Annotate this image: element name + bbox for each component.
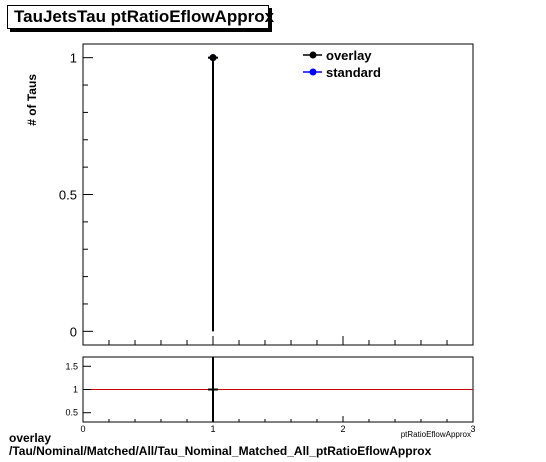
x-axis-title: ptRatioEflowApprox xyxy=(401,430,471,439)
ratio-y-tick-label: 1 xyxy=(73,385,78,395)
chart-title-box: TauJetsTau ptRatioEflowApprox xyxy=(7,5,274,29)
footer-line-1: overlay xyxy=(9,431,52,445)
y-tick-label: 0.5 xyxy=(59,188,77,203)
legend-label: overlay xyxy=(326,48,372,63)
y-axis-title: # of Taus xyxy=(25,74,39,126)
ratio-x-tick-label: 2 xyxy=(340,424,345,434)
ratio-y-tick-label: 1.5 xyxy=(65,361,78,371)
ratio-x-tick-label: 3 xyxy=(470,424,475,434)
ratio-y-tick-label: 0.5 xyxy=(65,408,78,418)
main-plot-panel: 0 0.5 1 # of Taus overlay standard xyxy=(25,43,474,346)
ratio-point xyxy=(211,388,215,391)
legend-marker xyxy=(309,51,317,59)
chart-title: TauJetsTau ptRatioEflowApprox xyxy=(14,7,275,26)
y-tick-label: 0 xyxy=(70,324,77,339)
main-plot-frame xyxy=(82,43,474,346)
footer-caption: overlay /Tau/Nominal/Matched/All/Tau_Nom… xyxy=(9,432,431,458)
y-tick-label: 1 xyxy=(70,51,77,66)
ratio-x-tick-label: 1 xyxy=(210,424,215,434)
legend-label: standard xyxy=(326,65,381,80)
ratio-x-tick-label: 0 xyxy=(80,424,85,434)
legend-marker xyxy=(309,68,317,76)
footer-line-2: /Tau/Nominal/Matched/All/Tau_Nominal_Mat… xyxy=(9,444,432,458)
overlay-point xyxy=(209,54,217,62)
